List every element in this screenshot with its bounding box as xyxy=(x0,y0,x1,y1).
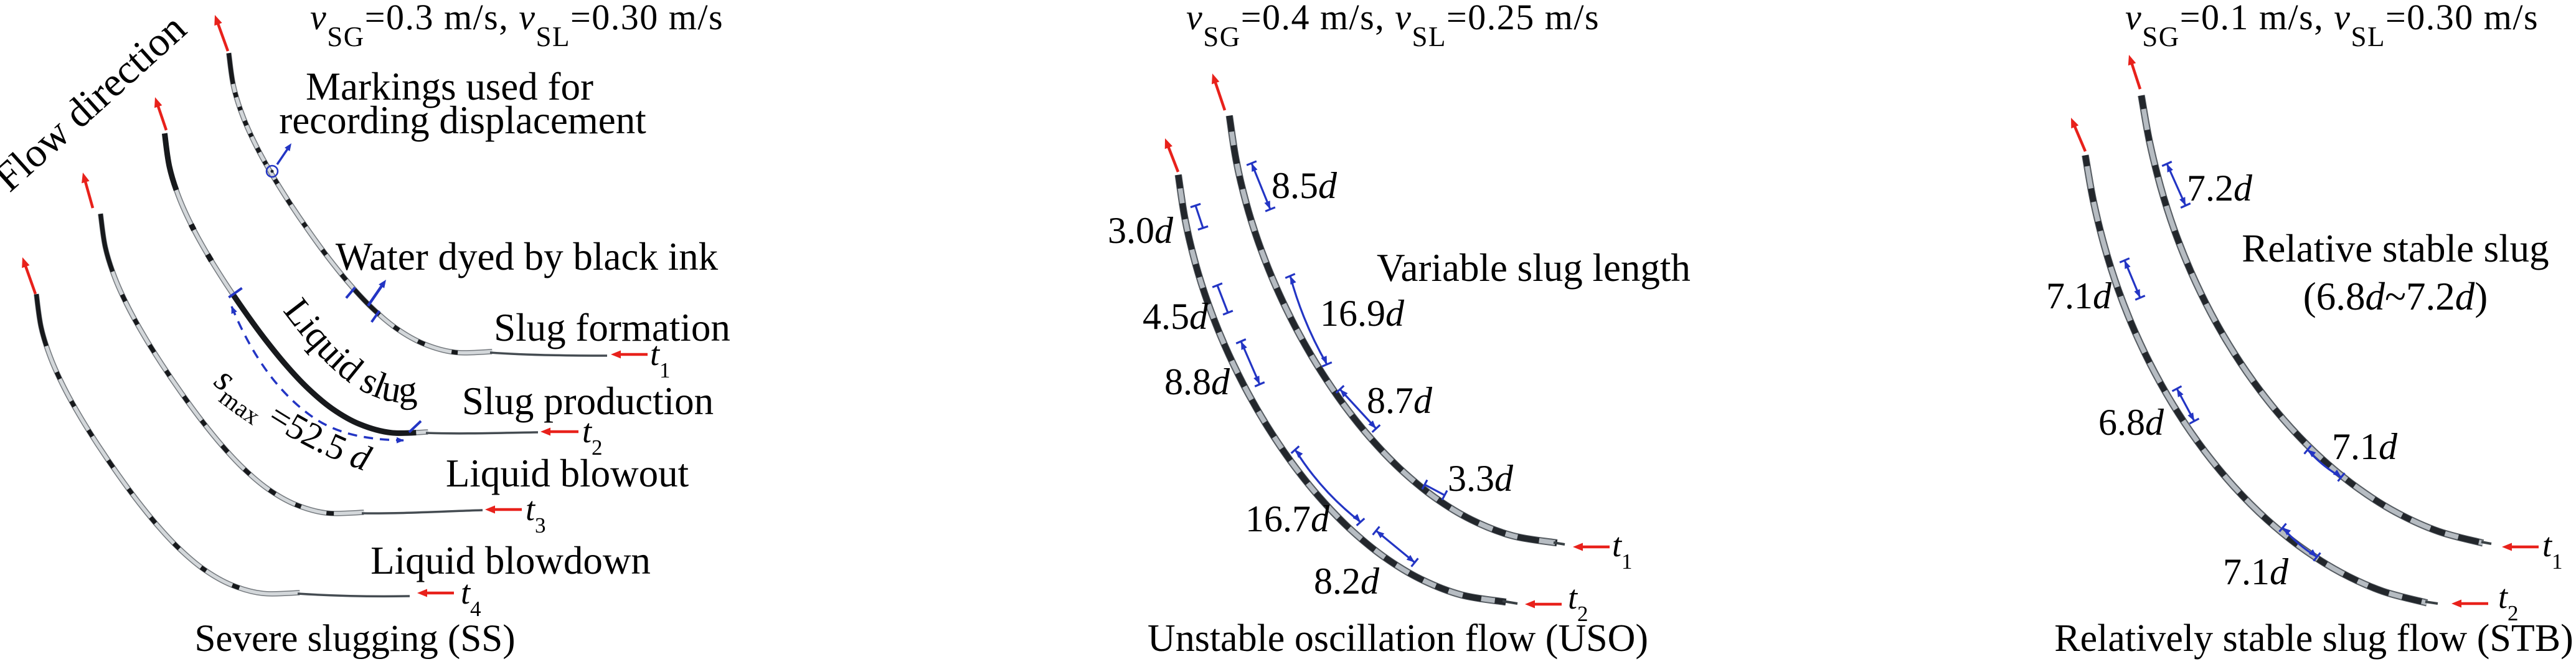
svg-text:16.7d: 16.7d xyxy=(1245,498,1330,539)
svg-text:t3: t3 xyxy=(526,490,546,538)
svg-text:7.1d: 7.1d xyxy=(2223,551,2289,592)
svg-text:vSG=0.3 m/s, vSL=0.30 m/s: vSG=0.3 m/s, vSL=0.30 m/s xyxy=(310,0,724,52)
svg-text:3.3d: 3.3d xyxy=(1448,458,1514,499)
svg-text:Relatively stable slug flow (S: Relatively stable slug flow (STB) xyxy=(2054,617,2573,660)
svg-text:7.2d: 7.2d xyxy=(2187,168,2253,209)
svg-text:Liquid blowout: Liquid blowout xyxy=(446,452,689,495)
svg-text:Markings used for: Markings used for xyxy=(306,65,593,108)
svg-text:8.5d: 8.5d xyxy=(1271,165,1338,206)
svg-text:Liquid slug: Liquid slug xyxy=(276,291,418,411)
svg-text:6.8d: 6.8d xyxy=(2098,402,2164,443)
svg-text:Variable slug length: Variable slug length xyxy=(1377,246,1691,290)
svg-text:vSG=0.1 m/s, vSL=0.30 m/s: vSG=0.1 m/s, vSL=0.30 m/s xyxy=(2125,0,2539,52)
svg-text:8.8d: 8.8d xyxy=(1164,361,1230,402)
svg-text:(6.8d~7.2d): (6.8d~7.2d) xyxy=(2303,275,2488,318)
svg-text:recording displacement: recording displacement xyxy=(279,98,646,142)
svg-text:16.9d: 16.9d xyxy=(1320,293,1405,334)
svg-text:vSG=0.4 m/s, vSL=0.25 m/s: vSG=0.4 m/s, vSL=0.25 m/s xyxy=(1186,0,1600,52)
svg-text:t1: t1 xyxy=(2542,526,2563,574)
svg-text:Water dyed by black ink: Water dyed by black ink xyxy=(336,235,719,278)
svg-text:t1: t1 xyxy=(1612,526,1633,574)
svg-text:Liquid blowdown: Liquid blowdown xyxy=(370,539,651,582)
svg-text:Slug formation: Slug formation xyxy=(494,306,730,349)
svg-text:Slug production: Slug production xyxy=(462,379,714,423)
svg-text:Severe slugging (SS): Severe slugging (SS) xyxy=(194,618,515,660)
svg-text:7.1d: 7.1d xyxy=(2046,275,2112,316)
svg-text:7.1d: 7.1d xyxy=(2332,426,2398,467)
svg-text:8.7d: 8.7d xyxy=(1367,380,1433,421)
svg-text:8.2d: 8.2d xyxy=(1314,561,1380,602)
svg-text:Flow direction: Flow direction xyxy=(0,5,195,200)
svg-text:Unstable oscillation flow (USO: Unstable oscillation flow (USO) xyxy=(1148,617,1648,660)
svg-text:Relative stable slug: Relative stable slug xyxy=(2242,227,2549,270)
svg-text:3.0d: 3.0d xyxy=(1108,210,1174,251)
svg-text:4.5d: 4.5d xyxy=(1143,296,1209,337)
